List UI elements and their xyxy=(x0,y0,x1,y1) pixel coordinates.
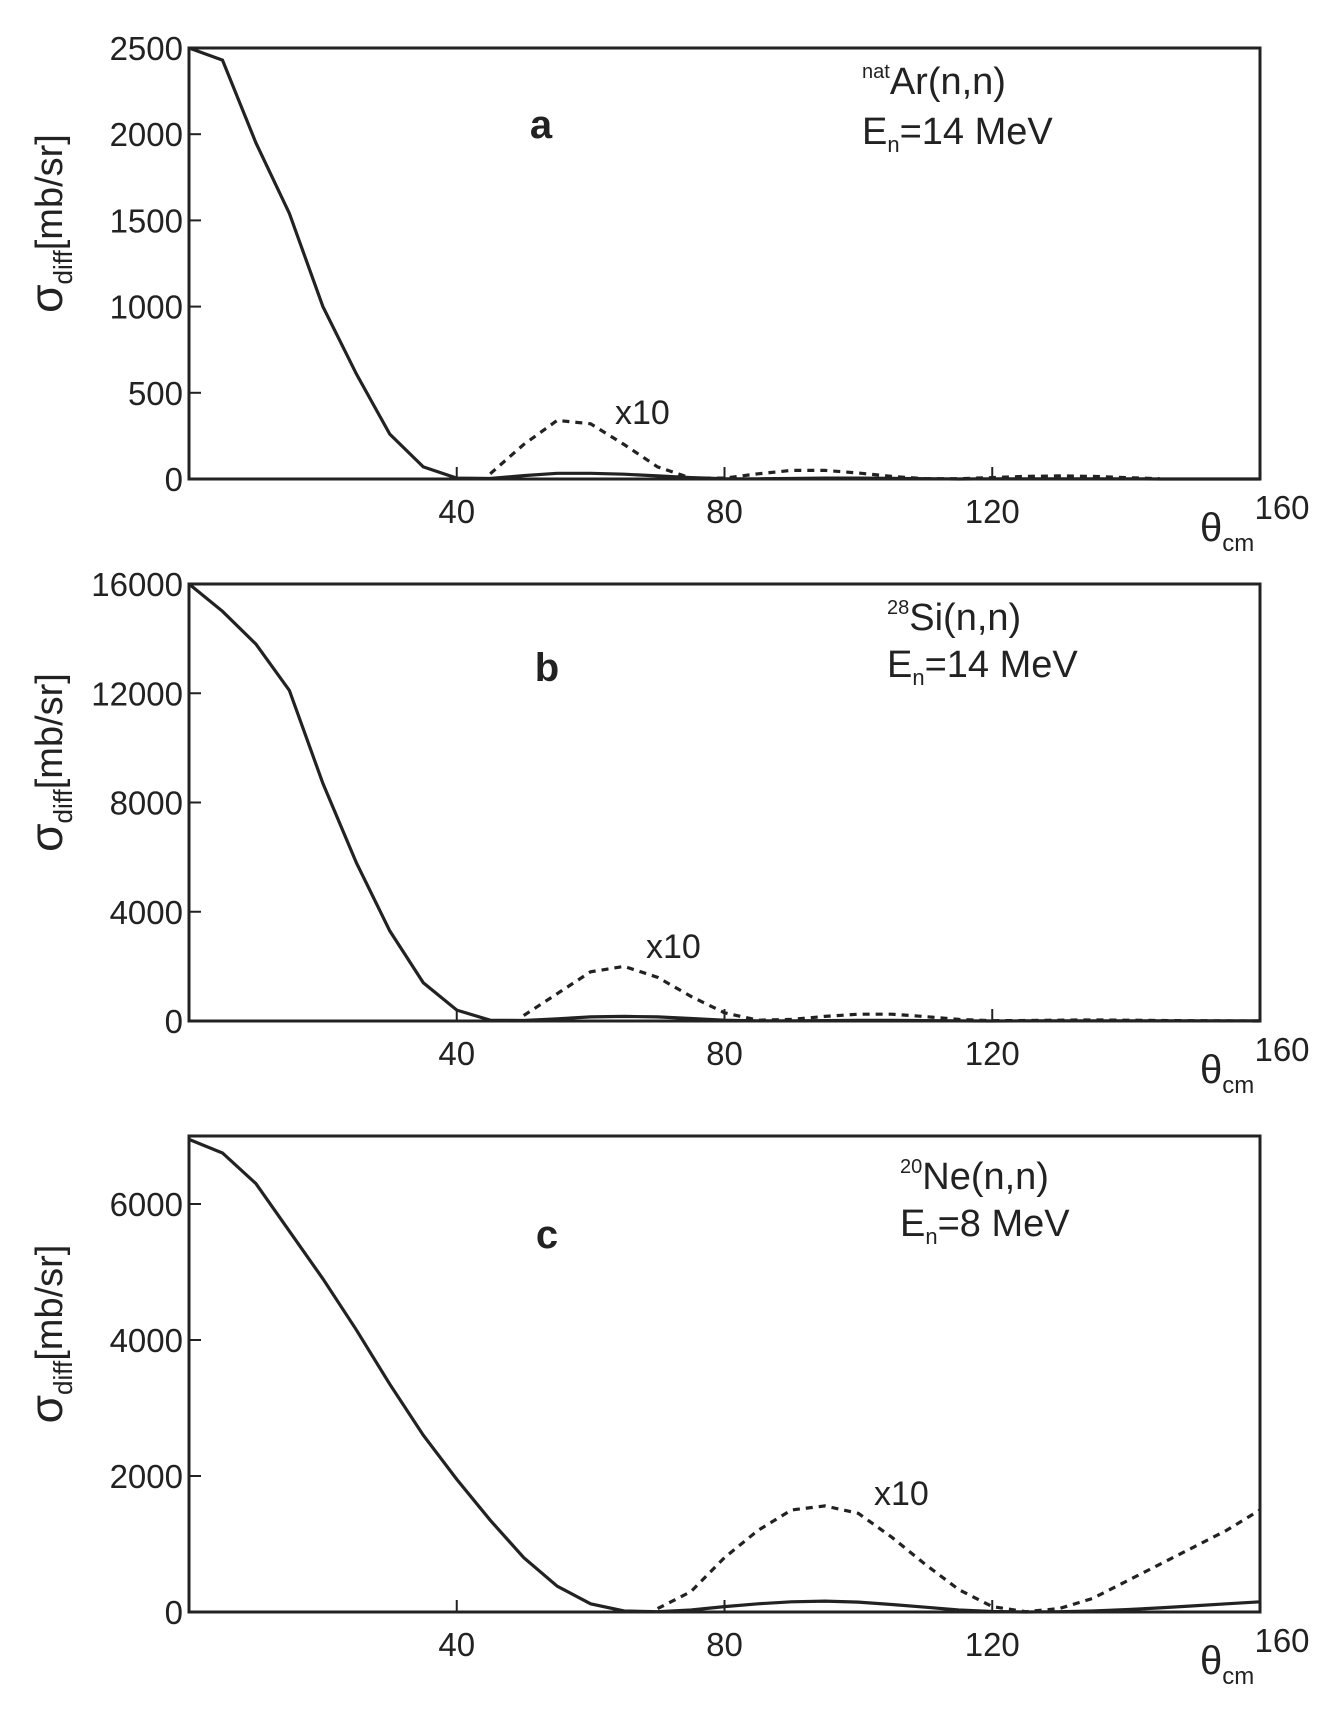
scale-annotation: x10 xyxy=(646,928,701,966)
reaction-text: Ne(n,n) xyxy=(922,1156,1049,1198)
y-label-symbol: σ xyxy=(20,823,72,851)
y-tick-label: 16000 xyxy=(91,566,183,603)
panel-letter: b xyxy=(535,646,559,690)
y-label-subscript: diff xyxy=(48,249,78,284)
y-tick-label: 0 xyxy=(165,1594,183,1631)
energy-rest: =14 MeV xyxy=(900,111,1054,153)
y-axis-label: σdiff[mb/sr] xyxy=(20,1245,78,1424)
y-label-symbol: σ xyxy=(20,1395,72,1423)
reaction-superscript: 20 xyxy=(900,1156,922,1178)
y-label-unit: [mb/sr] xyxy=(29,134,71,250)
x-tick-label: 80 xyxy=(706,1626,743,1663)
panel-letter: a xyxy=(530,103,553,147)
y-tick-label: 0 xyxy=(165,1003,183,1040)
reaction-superscript: 28 xyxy=(887,597,909,619)
y-axis-label: σdiff[mb/sr] xyxy=(20,134,78,313)
dashed-curve xyxy=(522,964,1261,1023)
y-label-unit: [mb/sr] xyxy=(29,673,71,789)
reaction: natAr(n,n) xyxy=(862,61,1006,103)
y-tick-label: 0 xyxy=(165,461,183,498)
energy-subscript: n xyxy=(912,665,924,690)
y-tick-label: 6000 xyxy=(110,1186,183,1223)
energy-rest: =8 MeV xyxy=(938,1203,1071,1245)
x-tick-label: 40 xyxy=(438,1626,475,1663)
x-tick-label: 160 xyxy=(1254,1031,1309,1068)
reaction: 20Ne(n,n) xyxy=(900,1156,1049,1198)
x-label-symbol: θ xyxy=(1200,1048,1222,1092)
energy-symbol: E xyxy=(887,644,912,686)
scale-annotation: x10 xyxy=(615,394,670,432)
plot-frame xyxy=(187,1134,1262,1614)
x-tick-label: 80 xyxy=(706,493,743,530)
x-tick-label: 160 xyxy=(1254,1622,1309,1659)
y-label-symbol: σ xyxy=(20,284,72,312)
energy: En=14 MeV xyxy=(887,644,1078,690)
reaction-superscript: nat xyxy=(862,61,890,83)
panel-letter: c xyxy=(536,1213,558,1257)
x-tick-label: 120 xyxy=(965,1626,1020,1663)
reaction-text: Si(n,n) xyxy=(909,597,1021,639)
plot-frame xyxy=(187,582,1262,1023)
y-tick-label: 2000 xyxy=(110,116,183,153)
x-axis-label: θcm xyxy=(1200,506,1254,557)
x-axis-label: θcm xyxy=(1200,1639,1254,1690)
x-label-subscript: cm xyxy=(1222,1663,1254,1690)
reaction: 28Si(n,n) xyxy=(887,597,1021,639)
energy-symbol: E xyxy=(862,111,887,153)
dashed-curve xyxy=(656,1504,1261,1614)
y-tick-label: 8000 xyxy=(110,785,183,822)
energy-rest: =14 MeV xyxy=(925,644,1079,686)
y-tick-label: 4000 xyxy=(110,1322,183,1359)
solid-curve xyxy=(188,46,1260,481)
y-axis-label: σdiff[mb/sr] xyxy=(20,673,78,852)
dashed-curve xyxy=(489,418,1160,481)
y-tick-label: 2000 xyxy=(110,1458,183,1495)
x-tick-label: 120 xyxy=(965,493,1020,530)
y-label-subscript: diff xyxy=(48,1360,78,1395)
energy-symbol: E xyxy=(900,1203,925,1245)
energy-subscript: n xyxy=(925,1224,937,1249)
y-tick-label: 12000 xyxy=(91,675,183,712)
solid-curve xyxy=(187,582,1260,1023)
energy: En=14 MeV xyxy=(862,111,1053,157)
x-tick-label: 80 xyxy=(706,1035,743,1072)
y-tick-label: 2500 xyxy=(110,30,183,67)
reaction-text: Ar(n,n) xyxy=(890,61,1006,103)
energy: En=8 MeV xyxy=(900,1203,1070,1249)
y-tick-label: 1500 xyxy=(110,202,183,239)
x-tick-label: 120 xyxy=(965,1035,1020,1072)
y-tick-label: 1000 xyxy=(110,289,183,326)
y-tick-label: 4000 xyxy=(110,894,183,931)
x-axis-label: θcm xyxy=(1200,1048,1254,1099)
scale-annotation: x10 xyxy=(874,1475,929,1513)
x-tick-label: 40 xyxy=(438,1035,475,1072)
solid-curve xyxy=(188,1137,1261,1614)
x-label-symbol: θ xyxy=(1200,506,1222,550)
x-label-symbol: θ xyxy=(1200,1639,1222,1683)
x-label-subscript: cm xyxy=(1222,1072,1254,1099)
x-tick-label: 40 xyxy=(438,493,475,530)
y-tick-label: 500 xyxy=(128,375,183,412)
energy-subscript: n xyxy=(887,132,899,157)
x-tick-label: 160 xyxy=(1254,489,1309,526)
x-label-subscript: cm xyxy=(1222,530,1254,557)
y-label-subscript: diff xyxy=(48,788,78,823)
y-label-unit: [mb/sr] xyxy=(29,1245,71,1361)
plot-frame xyxy=(187,46,1262,481)
